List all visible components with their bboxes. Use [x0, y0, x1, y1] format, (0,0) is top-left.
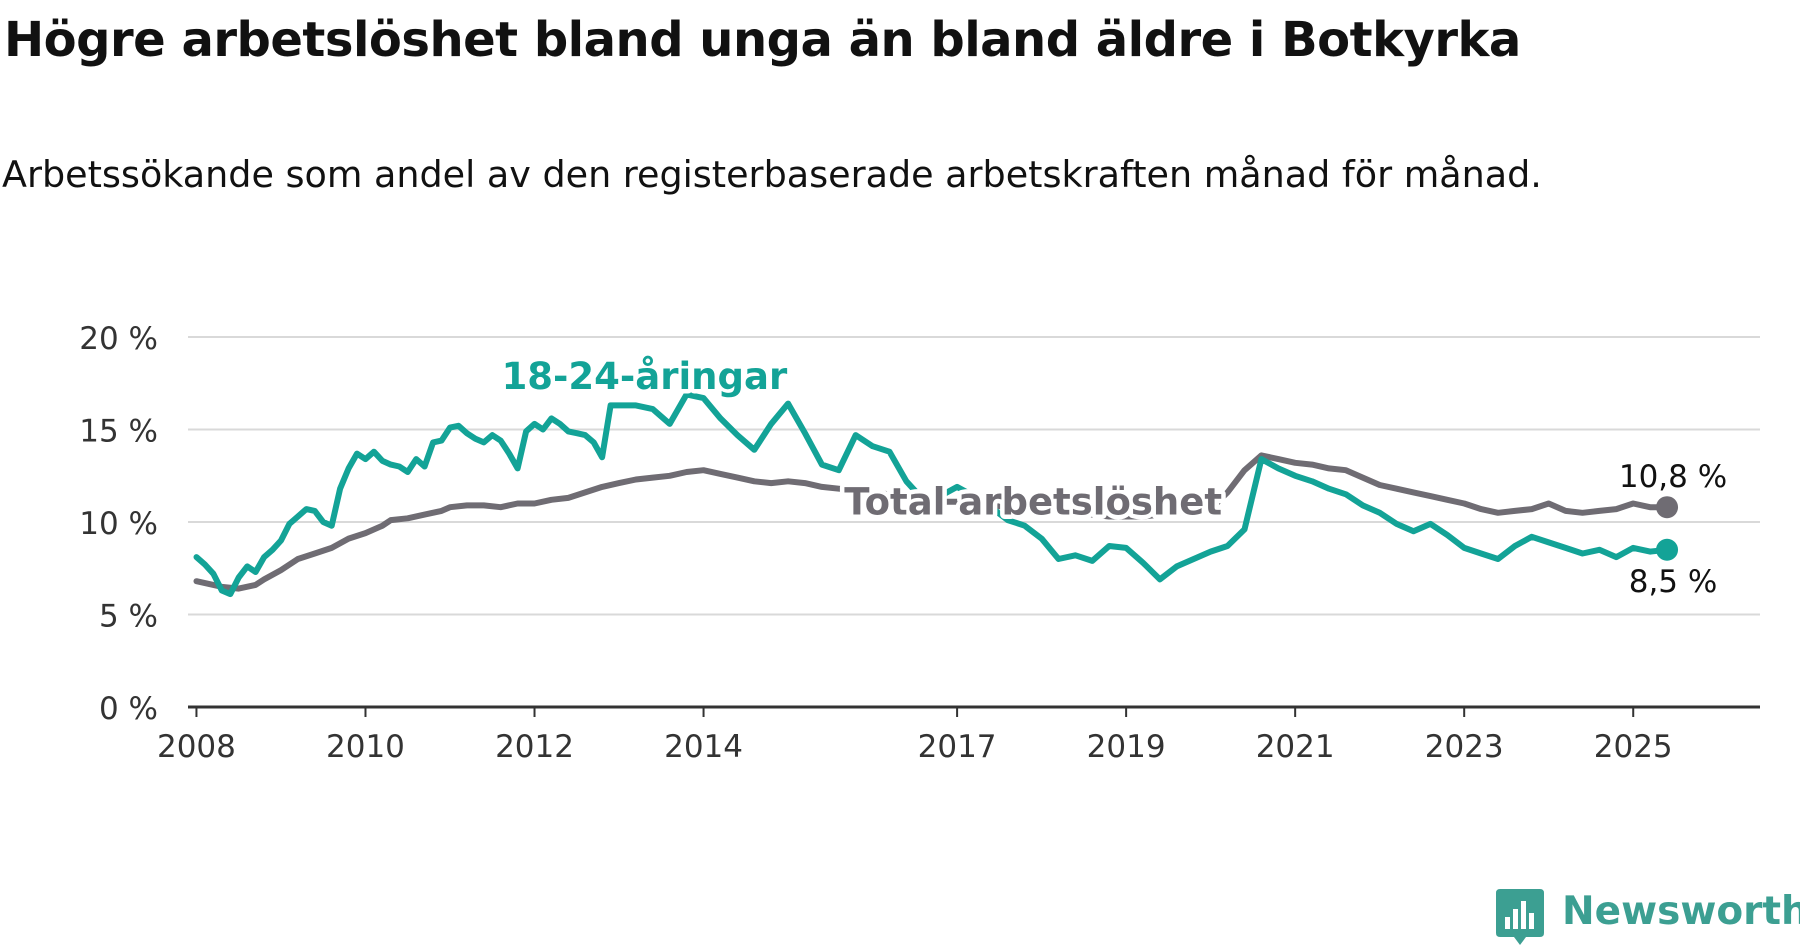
x-tick-label: 2014 [664, 729, 743, 765]
x-tick-label: 2008 [157, 729, 236, 765]
axes: 0 % 5 % 10 % 15 % 20 % 2008 2010 2012 2014 2017 20… [79, 321, 1760, 765]
series-name-label: 18-24-åringar [502, 355, 788, 398]
newsworthy-chart-logo-icon [1496, 889, 1544, 945]
y-tick-label: 0 % [99, 691, 158, 727]
series-name-halo: 18-24-åringar [502, 355, 788, 398]
x-tick-label: 2017 [918, 729, 997, 765]
x-tick-label: 2023 [1425, 729, 1504, 765]
series-name-label: Total arbetslöshet [844, 481, 1222, 524]
series-end-dot-1 [1656, 538, 1679, 561]
series-line-0 [193, 452, 1670, 592]
x-tick-label: 2021 [1256, 729, 1335, 765]
series-line-1 [193, 391, 1670, 598]
series-name-halo: Total arbetslöshet [844, 481, 1222, 524]
series-end-dot-0 [1656, 496, 1679, 519]
y-tick-label: 10 % [79, 506, 158, 542]
series-lines [193, 391, 1679, 598]
y-tick-label: 20 % [79, 321, 158, 357]
x-tick-label: 2019 [1087, 729, 1166, 765]
x-tick-label: 2012 [495, 729, 574, 765]
gridlines [188, 336, 1760, 616]
chart-subtitle: Arbetssökande som andel av den registerb… [2, 153, 1542, 196]
x-tick-label: 2025 [1594, 729, 1673, 765]
y-tick-label: 5 % [99, 599, 158, 635]
x-tick-label: 2010 [326, 729, 405, 765]
series-end-value-label: 8,5 % [1629, 564, 1718, 600]
series-end-value-label: 10,8 % [1619, 459, 1727, 495]
brand-name: Newsworthy [1562, 889, 1800, 934]
y-tick-label: 15 % [79, 414, 158, 450]
chart-title: Högre arbetslöshet bland unga än bland ä… [4, 12, 1521, 68]
